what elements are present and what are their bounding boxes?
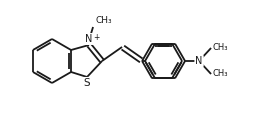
Text: N: N bbox=[85, 34, 93, 44]
Text: +: + bbox=[93, 32, 99, 41]
Text: N: N bbox=[195, 56, 203, 66]
Text: S: S bbox=[84, 78, 90, 88]
Text: CH₃: CH₃ bbox=[212, 70, 227, 78]
Text: CH₃: CH₃ bbox=[212, 44, 227, 52]
Text: CH₃: CH₃ bbox=[95, 16, 112, 25]
